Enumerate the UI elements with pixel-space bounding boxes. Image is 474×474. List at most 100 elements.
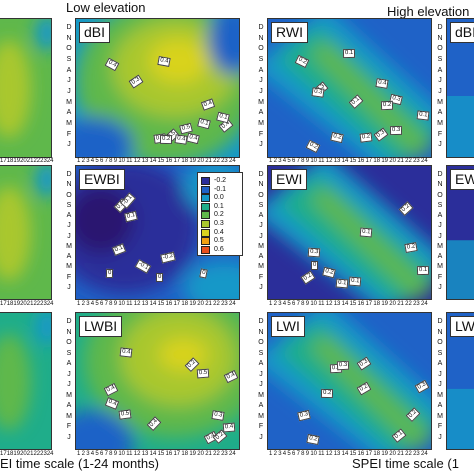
heatmap-blob <box>158 337 208 371</box>
x-tick: 1 <box>269 158 273 164</box>
x-tick-labels: 1 2 3 4 5 6 7 8 9 10 11 12 13 14 15 16 17 18 19 20 21 22 23 24 <box>269 158 428 164</box>
colorbar-entry: -0.1 <box>201 185 241 194</box>
month-label: J <box>259 222 263 230</box>
x-tick: 2 <box>273 451 277 457</box>
x-tick: 13 <box>141 158 149 164</box>
x-tick: 22 <box>213 451 220 457</box>
x-tick: 10 <box>118 301 126 307</box>
x-tick: 11 <box>318 301 325 307</box>
x-tick: 8 <box>109 301 113 307</box>
month-label: J <box>67 381 71 388</box>
x-tick: 24 <box>421 301 428 307</box>
month-label: N <box>437 181 443 189</box>
month-label: F <box>66 423 72 430</box>
month-label: J <box>67 141 71 149</box>
heatmap-band <box>447 96 474 157</box>
panel-label: LW <box>450 316 474 337</box>
x-tick: 5 <box>287 451 291 457</box>
x-tick: 3 <box>278 158 282 164</box>
month-label: O <box>437 339 443 346</box>
x-tick: 19 <box>13 158 21 164</box>
x-tick: 18 <box>181 158 189 164</box>
panel-label: LWBI <box>79 316 123 337</box>
x-tick: 22 <box>405 451 412 457</box>
x-tick: 20 <box>389 158 396 164</box>
x-axis-title-right: SPEI time scale (1 <box>352 456 459 471</box>
colorbar-entry: 0.1 <box>201 202 241 211</box>
month-label: J <box>438 381 442 388</box>
x-tick: 21 <box>26 451 34 457</box>
x-tick: 18 <box>6 301 14 307</box>
contour-label: 0.3 <box>311 87 325 98</box>
x-tick: 18 <box>181 301 189 307</box>
x-tick: 24 <box>229 301 236 307</box>
x-tick: 9 <box>113 451 118 457</box>
x-tick: 7 <box>104 451 108 457</box>
heatmap-panel-partial-right: LW <box>446 312 474 450</box>
x-tick: 5 <box>287 158 291 164</box>
x-tick: 24 <box>46 158 54 164</box>
month-label: A <box>258 66 264 74</box>
x-tick: 13 <box>333 301 341 307</box>
x-tick: 23 <box>221 451 228 457</box>
month-label: D <box>66 171 72 178</box>
heatmap-band <box>447 240 474 299</box>
heatmap-blob <box>0 186 31 281</box>
x-tick-labels: 1 2 3 4 5 6 7 8 9 10 11 12 13 14 15 16 17 18 19 20 21 22 23 24 <box>77 301 236 307</box>
x-tick: 24 <box>46 451 54 457</box>
x-tick: 20 <box>20 451 27 457</box>
month-label: N <box>258 181 264 189</box>
x-tick: 4 <box>282 451 287 457</box>
x-tick: 23 <box>413 158 420 164</box>
contour-label: 0.2 <box>320 388 334 399</box>
x-tick: 24 <box>46 301 54 307</box>
month-label: J <box>259 381 263 388</box>
month-label: A <box>437 212 443 219</box>
x-tick: 9 <box>305 158 310 164</box>
month-label: J <box>259 141 263 149</box>
x-tick: 3 <box>278 451 282 457</box>
month-label: M <box>437 119 443 127</box>
x-tick-labels: 17 18 19 20 21 22 23 24 <box>0 451 54 457</box>
contour-label: 0.1 <box>336 278 350 289</box>
month-label: M <box>258 119 264 127</box>
x-tick: 1 <box>269 451 273 457</box>
month-label: D <box>437 171 443 178</box>
heatmap-svg <box>268 313 431 449</box>
x-tick: 19 <box>13 451 21 457</box>
month-label: N <box>258 328 264 336</box>
x-tick: 24 <box>421 451 428 457</box>
x-tick: 15 <box>349 301 357 307</box>
month-label: J <box>67 87 71 95</box>
x-tick: 1 <box>269 301 273 307</box>
month-label: M <box>258 412 264 420</box>
x-tick: 21 <box>397 451 404 457</box>
x-tick: 16 <box>165 451 173 457</box>
x-tick: 9 <box>305 451 310 457</box>
colorbar-tick-label: -0.2 <box>214 177 227 184</box>
month-label: N <box>66 181 72 189</box>
heatmap-blob <box>148 38 208 84</box>
contour-label: 0.5 <box>196 368 210 379</box>
colorbar-entry: 0.2 <box>201 211 241 220</box>
month-label: J <box>67 232 71 240</box>
contour-label: 0.3 <box>308 247 322 258</box>
heatmap-blob <box>76 117 134 157</box>
month-label: J <box>438 283 442 291</box>
x-tick: 3 <box>86 301 90 307</box>
x-tick: 2 <box>81 158 85 164</box>
contour-label: 0.1 <box>348 276 362 287</box>
x-tick: 21 <box>26 301 34 307</box>
x-tick: 13 <box>333 158 341 164</box>
x-tick: 6 <box>99 301 104 307</box>
month-label: A <box>437 109 443 117</box>
x-tick: 17 <box>173 451 181 457</box>
x-tick: 16 <box>357 451 365 457</box>
panel-label: EWI <box>271 169 308 190</box>
x-tick: 19 <box>189 301 197 307</box>
month-label: F <box>258 423 264 430</box>
contour-label: 0 <box>156 273 164 283</box>
month-label: N <box>437 34 443 42</box>
